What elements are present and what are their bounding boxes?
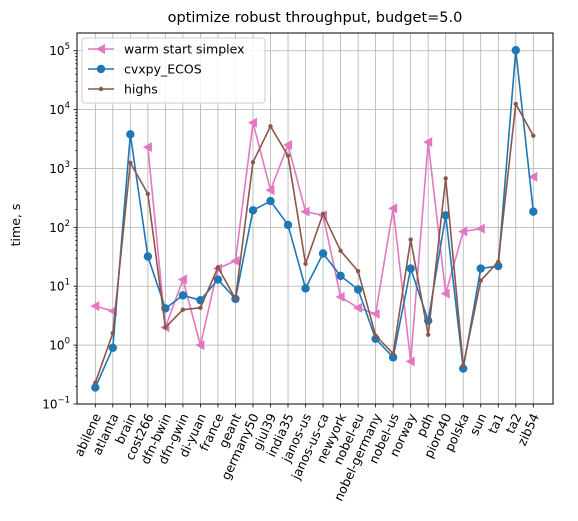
data-point [250,159,256,165]
data-point [353,285,363,294]
plot-area [76,32,554,405]
series-line [147,121,481,363]
data-point [283,220,293,230]
data-point [248,206,258,215]
data-point [108,343,118,353]
plot-series [90,46,538,392]
legend-label: cvxpy_ECOS [124,62,202,77]
data-point [91,383,100,392]
data-point [128,160,133,165]
data-point [405,356,415,367]
data-point [513,101,518,107]
data-point [335,291,345,302]
data-point [247,117,257,128]
y-tick-label: 101 [49,278,70,294]
data-point [425,332,431,337]
chart-title: optimize robust throughput, budget=5.0 [168,10,463,26]
data-point [285,153,291,158]
data-point [93,380,98,385]
data-point [336,271,345,281]
y-tick-label: 103 [49,160,70,176]
data-point [496,259,501,265]
data-point [461,363,466,368]
data-point [373,333,378,338]
data-point [388,353,398,362]
data-point [300,206,310,217]
data-point [388,203,398,214]
data-point [476,264,485,273]
legend-label: highs [124,82,158,97]
data-point [126,130,135,139]
y-tick-label: 100 [49,337,70,353]
data-point [233,296,238,302]
data-point [195,340,205,351]
legend-label: warm start simplex [124,42,244,57]
y-tick-label: 10−1 [42,396,70,412]
data-point [198,305,203,311]
data-point [215,265,221,270]
data-point [528,171,538,182]
data-point [230,255,240,266]
data-point [475,223,485,234]
data-point [96,64,106,74]
data-point [143,252,153,261]
data-point [213,275,223,284]
data-point [441,211,450,220]
data-point [355,269,361,274]
data-point [142,142,152,153]
y-axis-label: time, s [8,204,23,247]
data-point [423,137,433,148]
data-point [265,185,275,196]
data-point [283,140,293,151]
data-point [370,308,380,319]
data-point [443,176,448,181]
data-point [96,44,105,54]
data-point [266,196,275,206]
data-point [98,86,104,92]
data-point [163,325,168,330]
data-point [458,226,468,237]
data-point [110,330,116,336]
data-point [145,191,151,197]
data-point [440,288,450,299]
data-point [268,124,273,129]
data-point [529,207,538,216]
data-point [338,248,343,253]
data-point [459,364,468,373]
y-tick-label: 102 [49,219,70,235]
data-point [180,307,186,312]
data-point [303,261,308,267]
data-point [90,301,100,312]
data-point [318,249,328,258]
data-point [478,278,483,283]
y-tick-label: 104 [49,101,70,117]
series-2 [93,101,536,385]
data-point [390,351,396,356]
data-point [353,302,363,313]
data-point [408,237,413,242]
data-point [406,264,415,273]
series-line [94,103,535,383]
y-tick-label: 105 [49,42,70,58]
data-point [301,284,310,293]
data-point [511,46,520,55]
data-point [531,133,536,138]
data-point [177,274,187,285]
legend-box [81,37,266,104]
data-point [320,211,326,216]
data-point [178,291,188,300]
